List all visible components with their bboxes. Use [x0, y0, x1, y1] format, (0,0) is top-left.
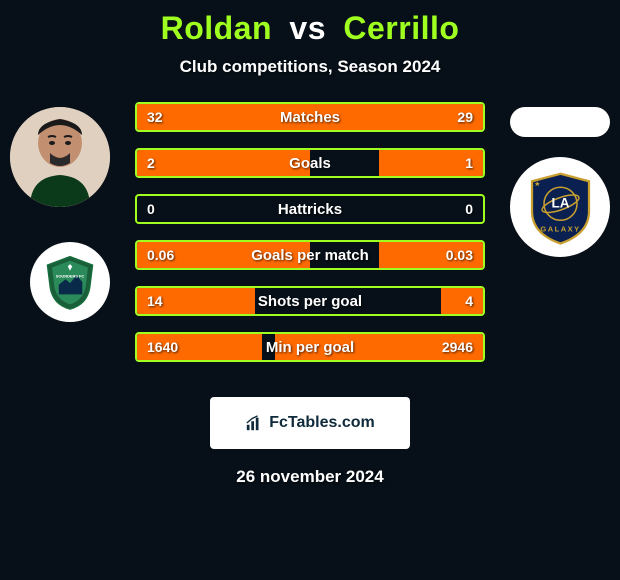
shield-icon: SOUNDERS FC [42, 254, 98, 310]
svg-text:LA: LA [551, 195, 569, 210]
title-player2: Cerrillo [343, 10, 459, 46]
svg-text:GALAXY: GALAXY [540, 224, 580, 233]
chart-icon [245, 414, 263, 432]
stat-value-left: 14 [147, 288, 163, 314]
stat-row: 0 0Hattricks [135, 194, 485, 224]
stat-value-right: 1 [465, 150, 473, 176]
stat-fill-left [137, 104, 317, 130]
stats-area: SOUNDERS FC LA GALAXY 3229Matches21Goals… [0, 102, 620, 382]
title-vs: vs [289, 10, 326, 46]
stat-value-left: 0 [147, 196, 155, 222]
stat-row: 16402946Min per goal [135, 332, 485, 362]
galaxy-badge-icon: LA GALAXY [523, 170, 598, 245]
stat-value-right: 4 [465, 288, 473, 314]
stat-row: 144Shots per goal [135, 286, 485, 316]
player-1-photo [10, 107, 110, 207]
page-title: Roldan vs Cerrillo [0, 10, 620, 47]
stat-bars: 3229Matches21Goals00Hattricks0.060.03Goa… [135, 102, 485, 378]
stat-row: 0.060.03Goals per match [135, 240, 485, 270]
stat-value-left: 0.06 [147, 242, 174, 268]
stat-value-right: 29 [457, 104, 473, 130]
svg-text:SOUNDERS FC: SOUNDERS FC [56, 274, 85, 279]
stat-value-right: 0.03 [446, 242, 473, 268]
stat-label: Hattricks [137, 196, 483, 222]
stat-value-left: 32 [147, 104, 163, 130]
stat-value-left: 1640 [147, 334, 178, 360]
la-galaxy-logo: LA GALAXY [510, 157, 610, 257]
player-2-photo [510, 107, 610, 137]
stat-value-right: 2946 [442, 334, 473, 360]
branding-badge[interactable]: FcTables.com [210, 397, 410, 449]
seattle-sounders-logo: SOUNDERS FC [30, 242, 110, 322]
person-silhouette-icon [10, 107, 110, 207]
branding-text: FcTables.com [245, 414, 375, 432]
stat-fill-right [441, 288, 483, 314]
stat-fill-left [137, 150, 310, 176]
branding-label: FcTables.com [269, 414, 375, 432]
date-line: 26 november 2024 [0, 467, 620, 487]
comparison-card: Roldan vs Cerrillo Club competitions, Se… [0, 0, 620, 580]
stat-value-right: 0 [465, 196, 473, 222]
stat-row: 3229Matches [135, 102, 485, 132]
stat-row: 21Goals [135, 148, 485, 178]
stat-value-left: 2 [147, 150, 155, 176]
subtitle: Club competitions, Season 2024 [0, 57, 620, 77]
title-player1: Roldan [161, 10, 272, 46]
